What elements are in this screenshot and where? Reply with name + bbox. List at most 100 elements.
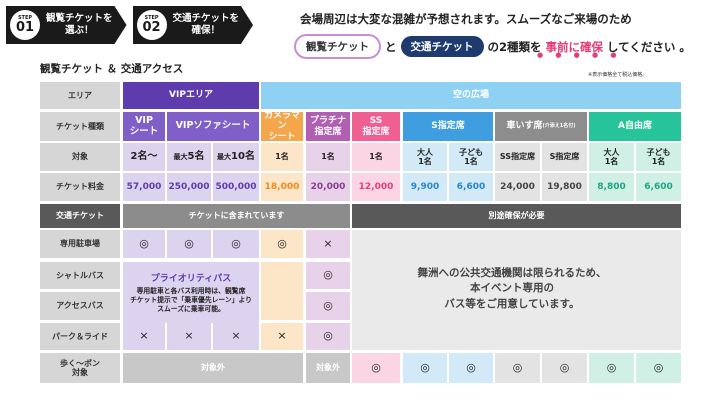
step-2-number: 02 <box>142 20 161 35</box>
parkride-sofa10: × <box>213 323 259 350</box>
notice-emphasis: 事前に確保 <box>545 39 604 54</box>
target-sofa10: 最大 10名 <box>213 143 259 171</box>
type-ss-2: 指定席 <box>362 126 390 137</box>
target-a-child-1: 子ども <box>646 147 671 157</box>
target-sofa5-pre: 最大 <box>173 152 188 161</box>
row-label-walk: 歩く～ポン 対象 <box>40 353 120 383</box>
type-wheelchair-label: 車いす席 <box>506 121 543 132</box>
public-notice-line3: バス等をご用意しています。 <box>444 297 580 310</box>
priority-pass-box: プライオリティパス 専用駐車と各バス利用時は、観覧席 チケット提示で「乗車優先レ… <box>123 262 259 323</box>
priority-line3: スムーズに乗車可能。 <box>157 305 225 314</box>
step-2-line1: 交通チケットを <box>172 13 240 25</box>
type-camera: カメラマン シート <box>261 110 303 142</box>
walk-vip-not-covered: 対象外 <box>123 353 303 383</box>
target-ss: 1名 <box>352 143 400 171</box>
type-vip-sofa: VIPソファシート <box>167 112 259 141</box>
row-label-parking: 専用駐車場 <box>40 230 120 258</box>
type-wheelchair-note: (介添え1名付) <box>542 122 576 129</box>
type-vip-2: シート <box>129 125 159 137</box>
transport-included: チケットに含まれています <box>123 204 350 228</box>
price-s-child: 6,600 <box>449 173 493 201</box>
row-label-type: チケット種類 <box>40 112 120 141</box>
step-2-word: STEP <box>144 15 159 21</box>
priority-line2: チケット提示で「乗車優先レーン」より <box>130 295 252 304</box>
type-platinum-2: 指定席 <box>314 126 342 137</box>
target-s-adult-2: 1名 <box>418 157 432 166</box>
target-s-adult-1: 大人 <box>417 147 433 157</box>
row-label-transport: 交通チケット <box>40 204 120 228</box>
parking-platinum: × <box>306 230 350 258</box>
area-sky: 空の広場 <box>261 82 681 109</box>
walk-a-adult: ◎ <box>589 353 634 383</box>
walk-platinum-not-covered: 対象外 <box>306 353 350 383</box>
price-sofa5: 250,000 <box>167 173 211 201</box>
step-2-line2: 確保！ <box>191 25 221 36</box>
type-platinum-1: プラチナ <box>309 116 346 127</box>
walk-a-child: ◎ <box>636 353 681 383</box>
parkride-sofa5: × <box>167 323 211 350</box>
row-label-shuttle: シャトルバス <box>40 262 120 289</box>
type-camera-1: カメラマン <box>263 110 300 132</box>
target-a-adult-1: 大人 <box>603 147 620 157</box>
access-platinum: ◎ <box>306 292 350 320</box>
price-a-adult: 8,800 <box>589 173 634 201</box>
type-vip-seat: VIP シート <box>123 112 165 141</box>
target-platinum: 1名 <box>306 143 350 171</box>
target-s-adult: 大人 1名 <box>403 143 447 171</box>
row-label-walk-2: 対象 <box>72 368 88 377</box>
walk-wc-s: ◎ <box>542 353 587 383</box>
row-label-walk-1: 歩く～ポン <box>60 358 100 368</box>
type-ss-1: SS <box>369 116 383 127</box>
walk-s-child: ◎ <box>449 353 493 383</box>
row-label-park-ride: パーク＆ライド <box>40 323 120 350</box>
target-wc-s: S指定席 <box>542 143 587 171</box>
target-s-child-1: 子ども <box>459 147 483 157</box>
parking-camera: ◎ <box>261 230 303 258</box>
target-vip: 2名～ <box>123 143 165 171</box>
walk-ss: ◎ <box>352 353 400 383</box>
walk-s-adult: ◎ <box>403 353 447 383</box>
row-label-target: 対象 <box>40 143 120 171</box>
price-wc-s: 19,800 <box>542 173 587 201</box>
tax-note: ※表示価格全て税込価格。 <box>588 72 648 78</box>
camera-shuttle-access-blank <box>261 262 303 320</box>
notice-and: と <box>385 39 397 54</box>
price-platinum: 20,000 <box>306 173 350 201</box>
priority-pass-body: 専用駐車と各バス利用時は、観覧席 チケット提示で「乗車優先レーン」より スムーズ… <box>130 287 252 315</box>
priority-pass-title: プライオリティパス <box>150 273 232 284</box>
row-label-access: アクセスバス <box>40 292 120 320</box>
target-sofa5-num: 5名 <box>187 151 205 163</box>
target-a-adult: 大人 1名 <box>589 143 634 171</box>
shuttle-platinum: ◎ <box>306 262 350 289</box>
public-transport-notice: 舞洲への公共交通機関は限られるため、 本イベント専用の バス等をご用意しています… <box>352 262 672 316</box>
walk-wc-ss: ◎ <box>495 353 540 383</box>
target-a-child: 子ども 1名 <box>636 143 681 171</box>
notice-line1: 会場周辺は大変な混雑が予想されます。スムーズなご来場のため <box>300 12 632 26</box>
step-1-number: 01 <box>15 20 35 35</box>
transport-ticket-pill: 交通チケット <box>400 36 484 57</box>
notice-line2: 観覧チケット と 交通チケット の2種類を 事前に確保 してください 。 <box>294 34 691 59</box>
price-s-adult: 9,900 <box>403 173 447 201</box>
step-2-text: 交通チケットを 確保！ <box>173 13 240 37</box>
type-s: S指定席 <box>403 112 493 141</box>
parkride-vip: × <box>123 323 165 350</box>
target-a-adult-2: 1名 <box>604 157 619 166</box>
type-vip-1: VIP <box>135 114 153 126</box>
area-vip: VIPエリア <box>123 82 259 109</box>
row-label-area: エリア <box>40 82 120 109</box>
notice-end: してください 。 <box>607 39 691 54</box>
step-1-word: STEP <box>17 15 33 21</box>
price-wc-ss: 24,000 <box>495 173 540 201</box>
type-platinum: プラチナ 指定席 <box>306 112 350 141</box>
step-1-badge: STEP 01 <box>10 10 40 40</box>
priority-line1: 専用駐車と各バス利用時は、観覧席 <box>136 286 246 295</box>
parking-sofa5: ◎ <box>167 230 211 258</box>
target-s-child-2: 1名 <box>464 157 478 166</box>
public-transport-area <box>352 230 681 350</box>
public-notice-line1: 舞洲への公共交通機関は限られるため、 <box>417 267 607 280</box>
price-a-child: 6,600 <box>636 173 681 201</box>
target-wc-ss: SS指定席 <box>495 143 540 171</box>
target-s-child: 子ども 1名 <box>449 143 493 171</box>
parkride-camera: × <box>261 323 303 350</box>
price-sofa10: 500,000 <box>213 173 259 201</box>
